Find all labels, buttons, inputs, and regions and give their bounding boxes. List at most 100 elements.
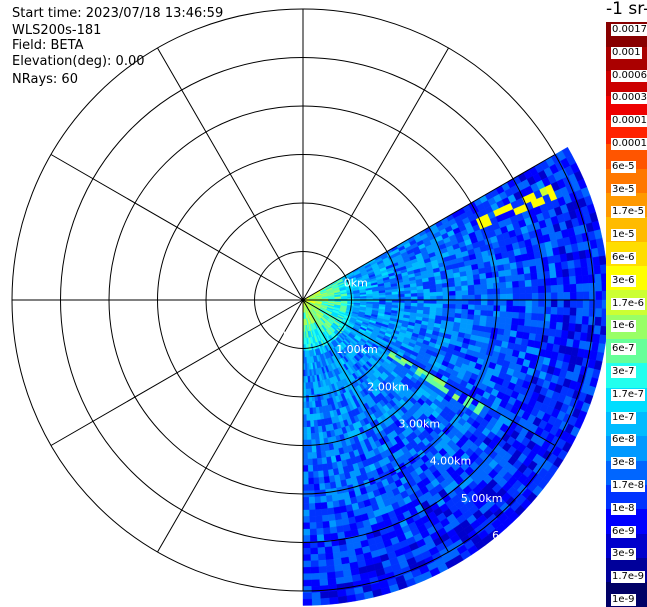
data-bin (306, 414, 311, 422)
data-bin (588, 316, 596, 326)
data-bin (328, 590, 338, 599)
data-bin (593, 265, 602, 275)
data-bin (385, 294, 393, 298)
data-bin (302, 446, 308, 454)
data-bin (522, 332, 530, 341)
data-bin (557, 299, 565, 308)
data-bin (309, 420, 315, 428)
data-bin (595, 299, 603, 309)
data-bin (576, 291, 584, 301)
data-bin (576, 307, 584, 317)
data-bin (391, 294, 399, 298)
data-bin (480, 304, 488, 311)
data-bin (304, 376, 309, 383)
data-bin (487, 305, 495, 312)
data-bin (311, 585, 321, 593)
data-bin (550, 277, 558, 286)
data-bin (588, 308, 596, 318)
data-bin (576, 299, 584, 309)
data-bin (331, 545, 341, 554)
data-bin (563, 291, 571, 301)
data-bin (575, 315, 583, 325)
data-bin (531, 286, 539, 294)
data-bin (486, 277, 494, 285)
data-bin (307, 445, 313, 453)
colorbar-tick-label: 0.0001 (611, 138, 647, 150)
data-bin (461, 285, 469, 291)
data-bin (319, 578, 329, 587)
data-bin (582, 307, 590, 317)
data-bin (302, 579, 312, 587)
data-bin (548, 262, 557, 272)
data-bin (436, 291, 444, 297)
data-bin (316, 528, 324, 536)
data-bin (600, 273, 606, 283)
data-bin (550, 314, 558, 323)
data-bin (315, 521, 324, 530)
data-bin (310, 426, 315, 434)
data-bin (598, 334, 606, 345)
data-bin (461, 309, 469, 315)
data-bin (594, 316, 602, 327)
data-bin (308, 509, 316, 517)
data-bin (487, 294, 495, 301)
colorbar-tick-label: 0.0006 (611, 69, 647, 82)
data-bin (474, 299, 482, 306)
data-bin (498, 322, 506, 330)
data-bin (302, 560, 312, 568)
data-bin (486, 315, 494, 323)
data-bin (397, 290, 405, 295)
data-bin (314, 432, 320, 440)
data-bin (569, 291, 577, 301)
data-bin (595, 308, 603, 318)
data-bin (302, 573, 312, 581)
data-bin (589, 291, 597, 301)
data-bin (313, 477, 320, 485)
data-bin (549, 321, 557, 330)
data-bin (302, 516, 310, 524)
colorbar-tick-label: 1.7e-8 (611, 480, 646, 492)
data-bin (309, 534, 318, 543)
data-bin (550, 292, 558, 301)
data-bin (535, 264, 544, 273)
colorbar-tick-label: 1e-8 (611, 502, 636, 515)
data-bin (530, 272, 538, 281)
data-bin (498, 276, 507, 284)
data-bin (538, 299, 546, 308)
data-bin (312, 470, 319, 479)
data-bin (317, 470, 324, 478)
data-bin (563, 299, 571, 309)
colorbar-tick-label: 1e-7 (611, 411, 636, 424)
data-bin (531, 279, 539, 287)
data-bin (499, 305, 507, 313)
data-bin (550, 299, 558, 308)
data-bin (581, 274, 590, 284)
data-bin (518, 306, 526, 314)
data-bin (307, 452, 313, 460)
data-bin (516, 267, 525, 276)
data-bin (594, 273, 602, 284)
data-bin (323, 476, 331, 484)
range-ring-label: 5.00km (461, 492, 503, 505)
data-bin (311, 451, 318, 460)
data-bin (324, 546, 333, 554)
data-bin (308, 484, 315, 492)
data-bin (319, 591, 330, 599)
data-bin (597, 343, 606, 354)
data-bin (506, 305, 514, 313)
colorbar-tick-label: 6e-6 (611, 252, 636, 264)
data-bin (306, 426, 312, 434)
data-bin (314, 509, 323, 517)
data-bin (323, 533, 332, 542)
data-bin (601, 299, 606, 310)
data-bin (327, 577, 337, 586)
data-bin (302, 547, 311, 555)
data-bin (302, 471, 309, 479)
polar-grid (11, 8, 595, 592)
data-bin (337, 595, 348, 604)
data-bin (435, 307, 444, 313)
data-bin (550, 306, 558, 316)
data-bin (569, 283, 577, 293)
data-bin (331, 494, 339, 502)
data-bin (536, 320, 545, 329)
